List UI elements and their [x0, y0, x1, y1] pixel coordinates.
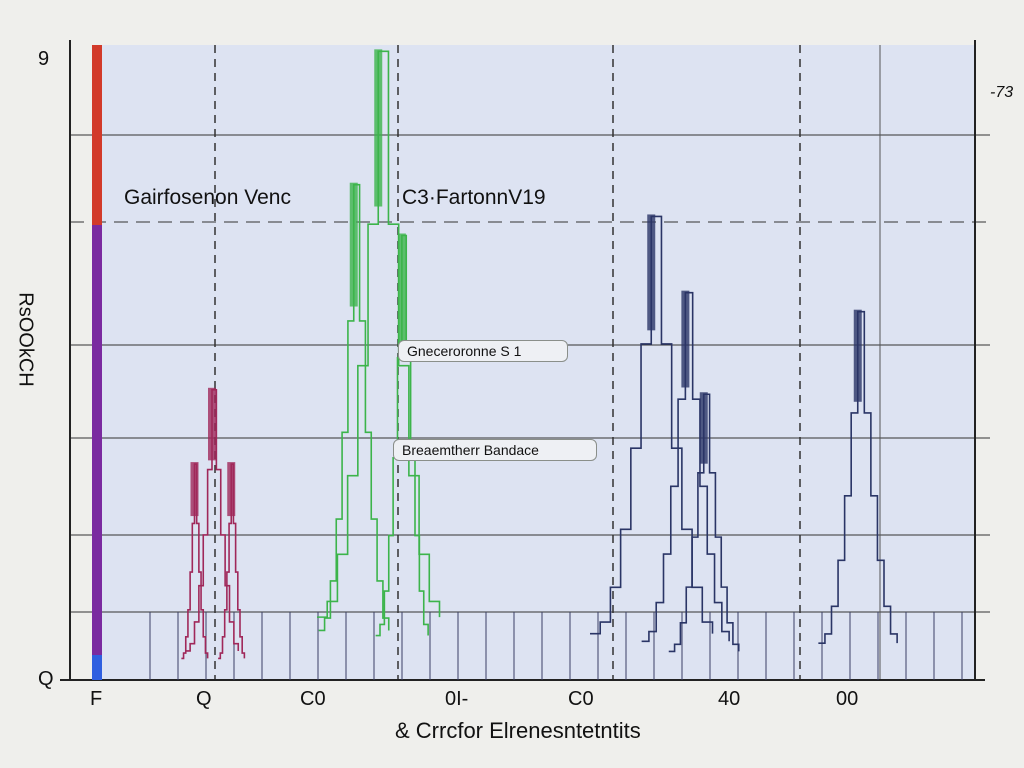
peak-cap-navy [699, 392, 708, 464]
x-tick-0: F [90, 688, 103, 710]
peak-cap-green [374, 49, 383, 207]
y-axis-label: RsOOkCH [14, 292, 37, 387]
y-tick-bottom: Q [38, 668, 54, 690]
plot-area [100, 45, 975, 680]
peak-cap-navy [647, 214, 656, 331]
x-tick-4: C0 [568, 688, 594, 710]
left-bar [92, 225, 102, 680]
annotation-box-2: Breaemtherr Bandace [393, 439, 597, 461]
peak-cap-navy [681, 290, 690, 388]
x-tick-3: 0I- [445, 688, 469, 710]
y-tick-top: 9 [38, 48, 50, 70]
peak-cap-navy [853, 309, 862, 402]
x-tick-2: C0 [300, 688, 326, 710]
annotation-2: C3·FartonnV19 [402, 186, 546, 209]
x-tick-1: Q [196, 688, 212, 710]
peak-cap-magenta [208, 387, 216, 461]
peak-cap-green [397, 233, 406, 345]
left-bar-top [92, 45, 102, 225]
peak-cap-magenta [190, 462, 199, 517]
x-tick-6: 00 [836, 688, 859, 710]
x-tick-5: 40 [718, 688, 741, 710]
y-tick-right: -73 [990, 84, 1014, 101]
annotation-1: Gairfosenon Venc [124, 186, 291, 209]
annotation-box-1: Gneceroronne S 1 [398, 340, 568, 362]
peak-cap-magenta [227, 462, 236, 517]
left-bar-bottom [92, 655, 102, 680]
peak-cap-green [349, 182, 358, 307]
x-axis-label: & Crrcfor Elrenesntetntits [395, 718, 641, 743]
